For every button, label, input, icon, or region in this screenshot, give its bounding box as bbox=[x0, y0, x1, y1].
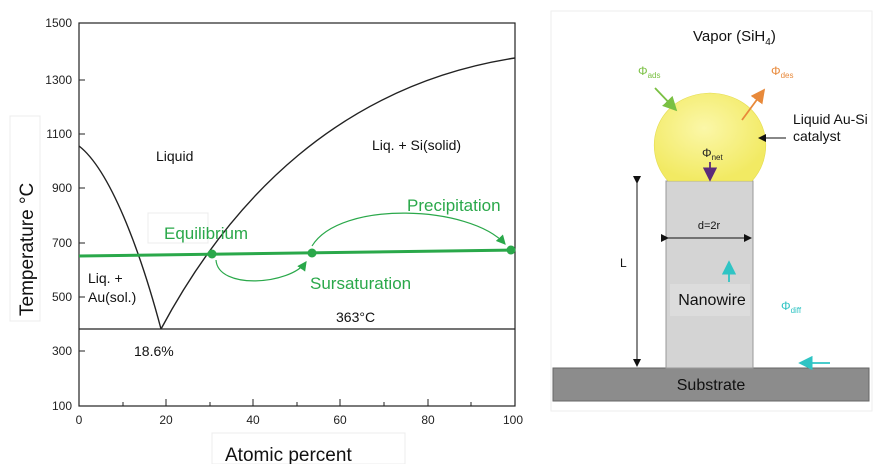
x-tick-marks bbox=[78, 399, 516, 406]
x-tick-label: 80 bbox=[421, 413, 435, 427]
label-box-equilibrium bbox=[147, 212, 209, 244]
nanowire-label: Nanowire bbox=[678, 292, 746, 309]
flux-des-arrow bbox=[741, 88, 766, 121]
phase-diagram: 1500 1300 1100 900 700 500 300 100 0 20 bbox=[9, 16, 524, 464]
arrow-precipitation bbox=[311, 212, 506, 247]
eutectic-composition: 18.6% bbox=[134, 343, 174, 359]
region-liq-au-line1: Liq. + bbox=[88, 270, 123, 286]
x-tick-label: 0 bbox=[76, 413, 83, 427]
y-tick-label: 1100 bbox=[46, 127, 72, 141]
flux-ads-label: Φads bbox=[638, 64, 660, 80]
y-tick-label: 100 bbox=[52, 399, 72, 413]
flux-des-label: Φdes bbox=[771, 64, 793, 80]
catalyst-droplet bbox=[653, 92, 767, 182]
x-tick-label: 40 bbox=[246, 413, 260, 427]
y-axis-title: Temperature °C bbox=[17, 183, 38, 316]
region-liquid: Liquid bbox=[156, 148, 193, 164]
catalyst-label-line1: Liquid Au-Si bbox=[793, 111, 868, 127]
nanowire bbox=[665, 180, 754, 369]
substrate bbox=[552, 367, 870, 402]
y-tick-label: 500 bbox=[52, 290, 72, 304]
ylabel-box bbox=[9, 115, 41, 322]
region-liq-si-solid: Liq. + Si(solid) bbox=[372, 137, 461, 153]
vapor-label: Vapor (SiH4) bbox=[693, 28, 776, 48]
y-tick-marks bbox=[79, 22, 85, 407]
flux-net-label: Φnet bbox=[702, 146, 723, 162]
x-tick-labels: 0 20 40 60 80 100 bbox=[76, 413, 524, 427]
point-sursaturation bbox=[307, 248, 317, 258]
growth-temperature-line bbox=[78, 248, 516, 258]
vls-schematic: Vapor (SiH4) Substrate Nanowire d=2r L Φ… bbox=[550, 10, 873, 412]
arrow-sursaturation bbox=[215, 259, 307, 282]
catalyst-label-line2: catalyst bbox=[793, 128, 841, 144]
label-precipitation: Precipitation bbox=[407, 196, 501, 215]
y-tick-label: 900 bbox=[52, 181, 72, 195]
y-tick-label: 700 bbox=[52, 236, 72, 250]
label-sursaturation: Sursaturation bbox=[310, 274, 411, 293]
y-tick-label: 1300 bbox=[45, 73, 72, 87]
length-label: L bbox=[620, 256, 627, 270]
liquidus-au-side bbox=[78, 145, 162, 330]
flux-diff-label: Φdiff bbox=[781, 299, 802, 315]
x-axis-title: Atomic percent bbox=[225, 445, 352, 464]
x-tick-label: 20 bbox=[159, 413, 173, 427]
region-liq-au-line2: Au(sol.) bbox=[88, 289, 136, 305]
x-tick-label: 100 bbox=[503, 413, 523, 427]
y-tick-labels: 1500 1300 1100 900 700 500 300 100 bbox=[45, 16, 72, 413]
label-equilibrium: Equilibrium bbox=[164, 224, 248, 243]
y-tick-label: 300 bbox=[52, 344, 72, 358]
nanowire-label-box bbox=[670, 284, 750, 316]
eutectic-temperature: 363°C bbox=[336, 309, 375, 325]
xlabel-box bbox=[211, 432, 406, 464]
substrate-label: Substrate bbox=[677, 377, 746, 394]
liquidus-si-side bbox=[160, 57, 516, 330]
point-precipitation bbox=[506, 245, 516, 255]
diameter-label: d=2r bbox=[698, 220, 721, 232]
flux-ads-arrow bbox=[654, 87, 678, 112]
y-tick-label: 1500 bbox=[45, 16, 72, 30]
x-tick-label: 60 bbox=[333, 413, 347, 427]
point-equilibrium bbox=[207, 249, 217, 259]
